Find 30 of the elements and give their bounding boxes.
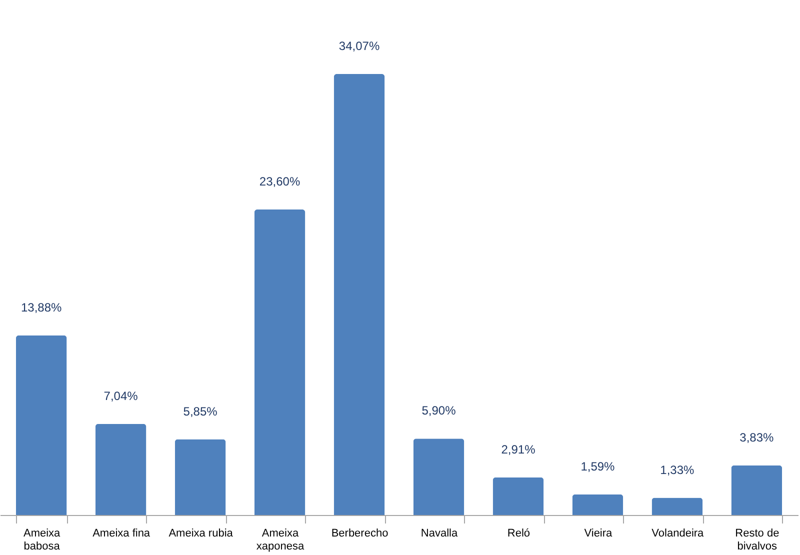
bar bbox=[652, 498, 703, 515]
bar bbox=[492, 477, 544, 515]
data-label: 23,60% bbox=[259, 174, 300, 189]
data-label: 1,59% bbox=[580, 459, 616, 474]
data-label: 13,88% bbox=[20, 300, 62, 314]
x-tick-label: Berberecho bbox=[331, 528, 388, 540]
bar bbox=[334, 74, 385, 515]
x-tick-label: Volandeira bbox=[652, 528, 705, 540]
data-label: 1,33% bbox=[660, 462, 695, 477]
data-label: 2,91% bbox=[501, 442, 536, 456]
x-tick-label: Reló bbox=[507, 528, 530, 540]
x-tick-label: Ameixa rubia bbox=[168, 528, 234, 540]
data-label: 5,90% bbox=[422, 404, 456, 418]
bar bbox=[95, 424, 146, 515]
x-tick-label: Ameixa xaponesa bbox=[256, 528, 306, 552]
data-label: 5,85% bbox=[183, 404, 218, 418]
bar bbox=[254, 210, 306, 515]
x-tick-label: Navalla bbox=[420, 528, 458, 540]
x-tick-label: Resto de bivalvos bbox=[735, 528, 780, 552]
bar bbox=[731, 465, 782, 515]
data-label: 3,83% bbox=[740, 430, 774, 444]
bar bbox=[572, 494, 624, 515]
bar bbox=[174, 439, 226, 515]
x-tick-label: Vieira bbox=[584, 528, 614, 540]
x-tick-label: Ameixa fina bbox=[92, 528, 151, 540]
data-label: 7,04% bbox=[104, 388, 138, 403]
data-label: 34,07% bbox=[338, 39, 380, 53]
x-tick-label: Ameixa babosa bbox=[23, 528, 62, 552]
bar bbox=[16, 335, 67, 515]
bar bbox=[413, 438, 464, 515]
